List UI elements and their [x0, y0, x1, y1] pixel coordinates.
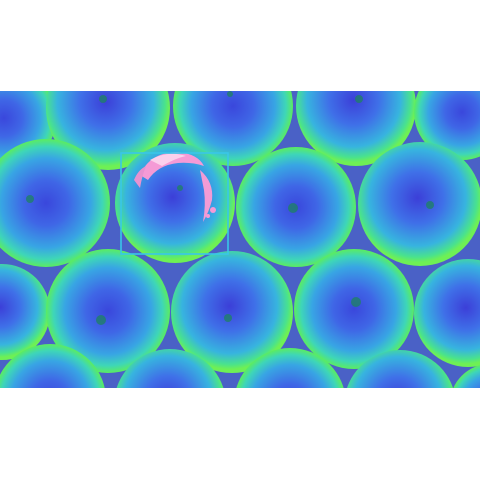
apple-r4-3 — [236, 348, 344, 388]
apple-r3-5 — [414, 259, 480, 367]
apple-r3-4 — [294, 249, 414, 369]
apple-r2-4 — [358, 142, 480, 266]
apple-r3-3 — [171, 251, 293, 373]
apple-r4-5 — [453, 365, 480, 388]
bruise-hotspot — [134, 152, 216, 222]
apple-r2-1 — [0, 139, 110, 267]
apple-r3-2 — [46, 249, 170, 373]
apple-r1-3 — [173, 91, 293, 166]
apple-r1-5 — [414, 91, 480, 160]
apple-r1-4 — [296, 91, 416, 166]
highlight-box — [120, 152, 229, 255]
apple-r3-1 — [0, 264, 50, 360]
apple-r4-4 — [346, 350, 454, 388]
apple-r4-2 — [116, 349, 224, 388]
apple-r4-1 — [0, 344, 105, 388]
calyx-marks — [26, 91, 434, 325]
